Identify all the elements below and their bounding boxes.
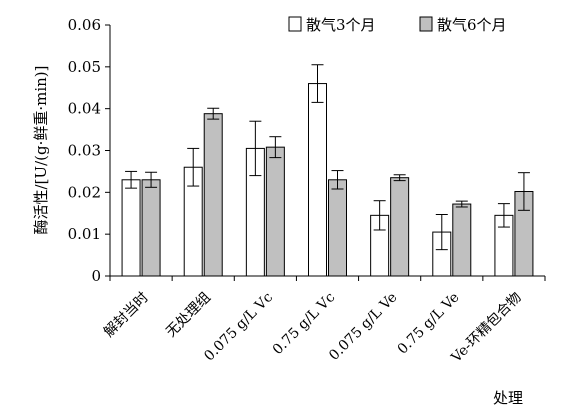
x-tick-label: 0.75 g/L Ve	[395, 290, 463, 358]
y-tick-label: 0.03	[68, 142, 101, 160]
legend-swatch-series-2	[419, 16, 433, 32]
legend-swatch-series-1	[288, 16, 302, 32]
y-axis-title: 酶活性/[U/(g·鲜重·min)]	[32, 66, 50, 235]
bar	[452, 203, 472, 277]
bar	[141, 179, 161, 277]
bar	[328, 179, 347, 277]
bar	[265, 146, 285, 277]
y-tick-label: 0.02	[68, 183, 101, 201]
x-tick-label: 无处理组	[163, 290, 214, 341]
bar	[308, 83, 327, 277]
y-tick-label: 0.05	[68, 58, 101, 76]
x-tick-label: 0.75 g/L Vc	[270, 289, 339, 358]
bar	[203, 113, 223, 277]
legend-label-series-2: 散气6个月	[437, 16, 507, 34]
x-tick-label: 解封当时	[101, 290, 152, 341]
y-tick-label: 0	[91, 267, 101, 285]
y-tick-label: 0.04	[68, 100, 101, 118]
y-tick-label: 0.01	[68, 225, 101, 243]
legend: 散气3个月 散气6个月	[288, 16, 507, 34]
bar	[390, 177, 410, 277]
bar	[121, 179, 141, 277]
x-axis-title: 处理	[493, 389, 523, 407]
y-tick-label: 0.06	[68, 16, 101, 34]
legend-label-series-1: 散气3个月	[306, 16, 376, 34]
